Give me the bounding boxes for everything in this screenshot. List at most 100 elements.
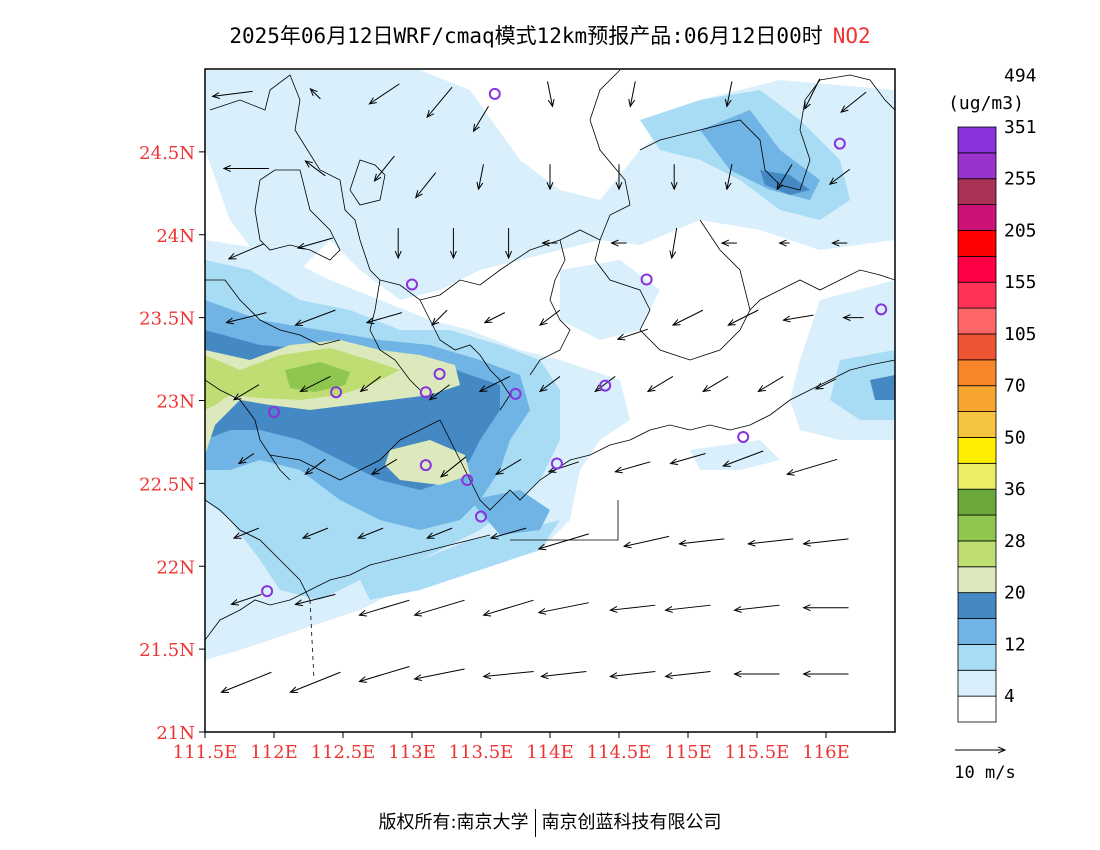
lon-tick-label: 112E [250, 742, 298, 763]
wind-arrow [234, 384, 260, 400]
wind-arrow [777, 163, 793, 189]
copyright-left: 版权所有:南京大学 [378, 812, 529, 833]
station-marker [330, 386, 343, 399]
boundary-west-2 [205, 379, 291, 481]
wind-arrow [305, 161, 326, 177]
wind-arrow [441, 456, 467, 477]
wind-arrow [430, 384, 450, 400]
lon-tick-label: 112.5E [311, 742, 376, 763]
station-marker [406, 278, 418, 291]
station-marker [419, 459, 432, 472]
colorbar: 4 12 20 28 36 50 70 105 155 205 255 351 494 [957, 65, 1037, 723]
colorbar-label: 255 [1004, 169, 1037, 190]
pollutant-label: NO2 [832, 24, 871, 48]
wind-arrow [540, 376, 561, 391]
station-marker [737, 430, 750, 443]
colorbar-label: 155 [1004, 272, 1037, 293]
colorbar-swatch [957, 255, 997, 283]
lon-tick-label: 115.5E [725, 742, 790, 763]
colorbar-label: 12 [1004, 634, 1026, 655]
wind-arrow [213, 90, 253, 96]
wind-arrow [666, 604, 711, 610]
wind-arrow [427, 527, 453, 538]
station-marker [833, 137, 846, 150]
wind-arrow [624, 535, 670, 546]
colorbar-label: 4 [1004, 686, 1015, 707]
wind-vectors [213, 78, 867, 692]
lat-tick-label: 23N [156, 392, 195, 413]
wind-arrow [610, 670, 656, 676]
lat-tick-label: 21.5N [139, 640, 195, 661]
colorbar-label: 36 [1004, 479, 1026, 500]
boundary-dash-sea [309, 599, 315, 681]
colorbar-swatch [957, 333, 997, 361]
colorbar-swatch [957, 669, 997, 697]
colorbar-label: 205 [1004, 220, 1037, 241]
colorbar-label: 20 [1004, 583, 1026, 604]
colorbar-swatch [957, 204, 997, 231]
wind-arrow [415, 599, 465, 615]
no2-concentration-layer [205, 70, 895, 660]
wind-arrow [496, 458, 522, 474]
boundary-mid-2 [349, 159, 386, 206]
wind-arrow [830, 168, 851, 184]
boundary-coast-east [629, 359, 895, 441]
boundary-river-1 [369, 279, 421, 391]
wind-arrow [804, 538, 849, 544]
wind-arrow [226, 312, 267, 323]
boundary-coast-pearl [439, 419, 631, 511]
wind-arrow [610, 604, 656, 610]
colorbar-swatch [957, 307, 997, 335]
colorbar-label: 351 [1004, 117, 1037, 138]
unit-label: (ug/m3) [948, 93, 1024, 114]
lon-tick-label: 114E [526, 742, 574, 763]
contour-darkblue-east [870, 375, 895, 400]
wind-reference: 10 m/s [954, 750, 1016, 783]
colorbar-swatch [957, 592, 997, 619]
wind-arrow [630, 81, 636, 106]
longitude-ticks: 111.5E 112E 112.5E 113E 113.5E 114E 114.5E 115E… [173, 732, 850, 763]
colorbar-swatch [957, 462, 997, 490]
wind-arrow [758, 375, 784, 391]
station-marker [509, 387, 522, 400]
wind-arrow [783, 314, 814, 320]
lon-tick-label: 114.5E [587, 742, 652, 763]
wind-arrow [841, 91, 867, 112]
colorbar-swatch [957, 437, 997, 464]
wind-arrow [672, 227, 678, 258]
colorbar-swatch [957, 126, 997, 154]
admin-boundaries [205, 69, 895, 681]
wind-arrow [703, 375, 729, 391]
wind-arrow [539, 533, 589, 549]
wind-arrow [491, 527, 527, 538]
lat-tick-label: 21N [156, 723, 195, 744]
colorbar-label: 494 [1004, 65, 1037, 86]
boundary-east-2 [594, 239, 895, 361]
wind-arrow [480, 375, 511, 391]
colorbar-swatch [957, 514, 997, 542]
lon-tick-label: 115E [664, 742, 712, 763]
colorbar-swatch [957, 281, 997, 309]
footer-separator [534, 809, 536, 837]
wind-arrow [673, 309, 704, 325]
wind-arrow [305, 458, 326, 474]
wind-arrow [648, 375, 674, 391]
boundary-hk [510, 500, 619, 541]
contour-palegreen-south [385, 440, 470, 485]
wind-reference-label: 10 m/s [954, 763, 1015, 783]
wind-arrow [415, 668, 465, 679]
wind-arrow [361, 376, 381, 391]
wind-arrow [748, 538, 794, 544]
wind-arrow [369, 83, 400, 104]
colorbar-swatch [957, 411, 997, 438]
colorbar-swatch [957, 618, 997, 645]
contour-light-pocket [560, 260, 660, 340]
station-marker [419, 386, 432, 399]
boundary-sw-2 [205, 499, 311, 601]
lon-tick-label: 116E [802, 742, 850, 763]
wind-arrow [816, 378, 837, 389]
boundary-east-3 [699, 219, 751, 311]
lat-tick-label: 22.5N [139, 474, 195, 495]
wind-arrow [671, 453, 706, 464]
map-title: 2025年06月12日WRF/cmaq模式12km预报产品:06月12日00时 N… [0, 20, 1100, 50]
